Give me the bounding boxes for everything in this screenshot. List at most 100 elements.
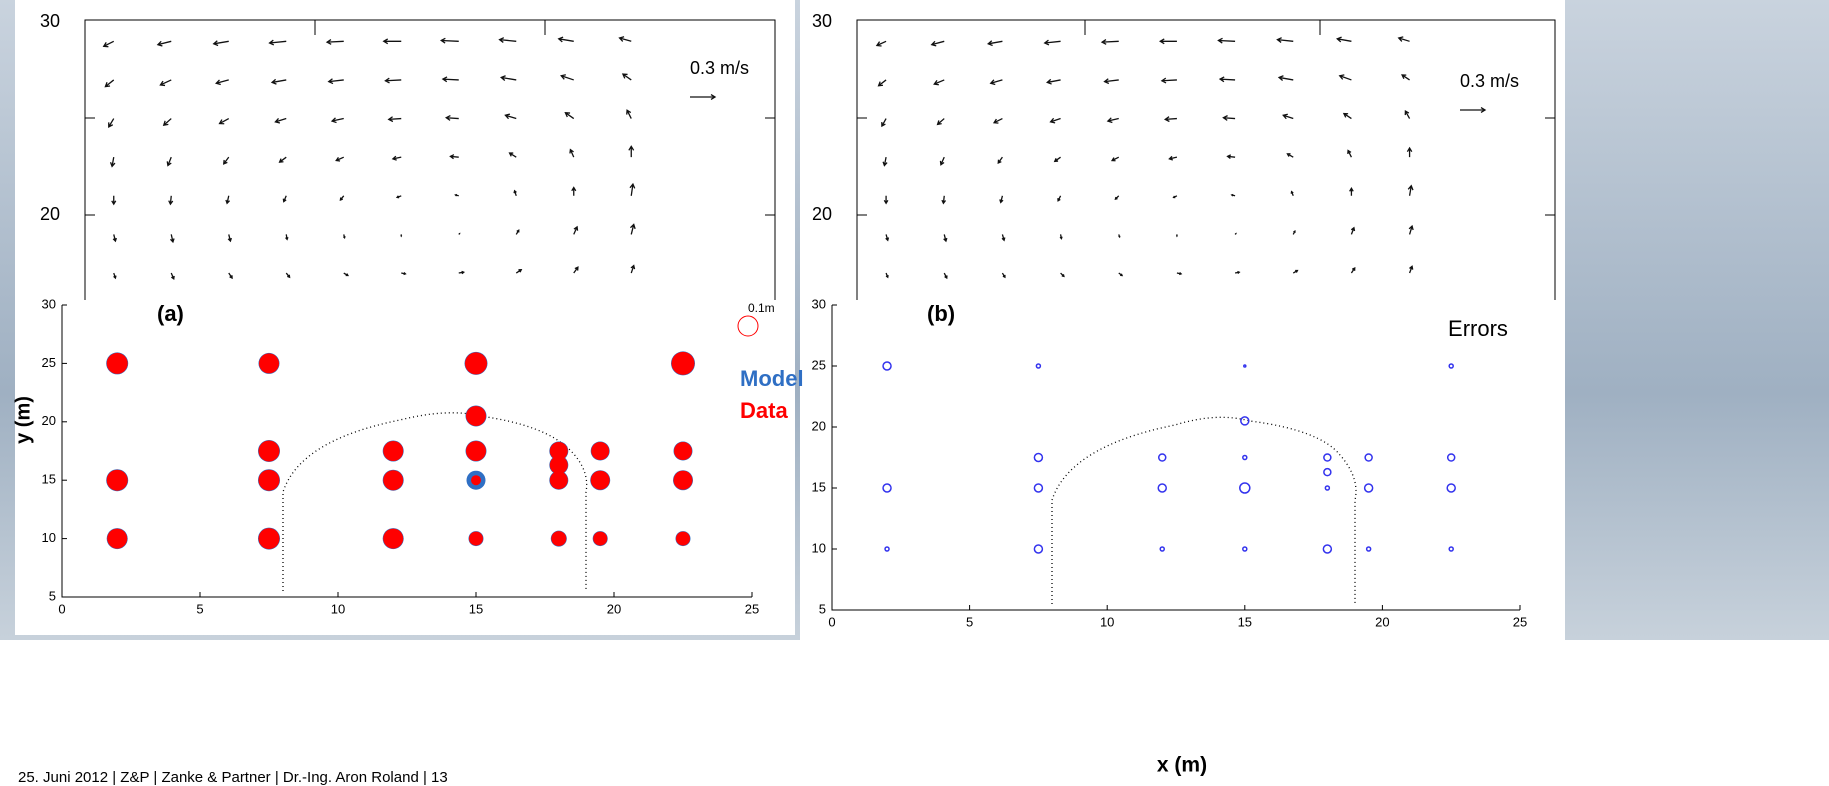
- axis-label: y (m): [12, 396, 34, 444]
- arrow: [270, 78, 287, 85]
- arrow: [166, 156, 172, 167]
- arrow: [335, 156, 345, 162]
- arrow: [504, 113, 517, 120]
- error-marker: [1323, 467, 1332, 477]
- bubble: [383, 470, 404, 491]
- arrow: [1397, 36, 1410, 42]
- arrow: [1049, 117, 1061, 124]
- arrow: [933, 79, 945, 86]
- panel: [800, 295, 1565, 640]
- error-marker: [1448, 546, 1454, 552]
- legend-label: Data: [740, 398, 788, 423]
- arrow: [1176, 272, 1183, 276]
- arrow: [1342, 112, 1352, 120]
- panel-label: (b): [927, 301, 955, 326]
- arrow: [875, 40, 887, 47]
- ref-label: 0.3 m/s: [690, 58, 749, 78]
- arrow: [439, 37, 459, 44]
- x-tick-label: 20: [1375, 614, 1389, 629]
- arrow: [327, 78, 344, 85]
- error-marker: [1159, 546, 1165, 552]
- bubble: [590, 470, 610, 490]
- arrow: [630, 264, 636, 274]
- bubble: [549, 456, 568, 475]
- arrow: [268, 39, 287, 46]
- arrow: [156, 40, 172, 47]
- chart-title: Errors: [1448, 316, 1508, 341]
- arrow: [112, 234, 117, 243]
- arrow: [458, 270, 465, 275]
- arrow: [449, 154, 459, 160]
- arrow: [1282, 113, 1294, 120]
- y-tick-label: 20: [42, 413, 56, 428]
- x-tick-label: 20: [607, 601, 621, 616]
- error-marker: [1239, 482, 1251, 494]
- panel: [800, 0, 1565, 300]
- arrow: [885, 272, 889, 279]
- arrow: [997, 156, 1003, 165]
- arrow: [573, 266, 579, 274]
- y-tick-label: 30: [42, 296, 56, 311]
- bubble: [107, 528, 128, 549]
- arrow: [515, 269, 523, 274]
- arrow: [936, 118, 945, 126]
- arrow: [227, 234, 232, 243]
- x-tick-label: 25: [745, 601, 759, 616]
- error-marker: [1446, 453, 1456, 462]
- bubble: [549, 471, 568, 490]
- y-tick-label: 15: [42, 472, 56, 487]
- arrow: [1292, 269, 1299, 274]
- bubble: [466, 405, 486, 426]
- arrow: [569, 148, 575, 158]
- arrow: [939, 156, 945, 166]
- y-tick-label: 5: [49, 588, 56, 603]
- arrow: [628, 145, 635, 158]
- error-marker: [1240, 416, 1250, 426]
- arrow: [104, 79, 115, 88]
- arrow: [102, 40, 115, 48]
- arrow: [560, 74, 574, 81]
- bubble: [383, 441, 404, 461]
- arrow: [395, 195, 402, 199]
- arrow: [1338, 74, 1352, 81]
- bubble: [673, 470, 693, 490]
- arrow: [618, 36, 632, 42]
- x-tick-label: 15: [1238, 614, 1252, 629]
- arrow: [458, 232, 461, 235]
- arrow: [621, 73, 632, 81]
- arrow: [339, 195, 345, 201]
- error-marker: [1033, 544, 1044, 554]
- arrow: [1110, 156, 1120, 162]
- arrow: [881, 118, 887, 128]
- arrow: [222, 156, 230, 165]
- frame: [84, 19, 776, 300]
- bubble: [465, 352, 487, 375]
- y-tick-label: 30: [812, 296, 826, 311]
- arrow: [1226, 154, 1236, 159]
- arrow: [629, 182, 636, 196]
- bubble: [471, 475, 481, 486]
- bubble: [674, 442, 692, 460]
- x-tick-label: 5: [966, 614, 973, 629]
- error-marker: [1157, 483, 1167, 493]
- arrow: [1347, 149, 1353, 158]
- legend-label: Model: [740, 366, 804, 391]
- arrow: [1001, 272, 1006, 279]
- arrow: [1060, 272, 1065, 278]
- bubble: [106, 469, 128, 491]
- error-marker: [1324, 485, 1331, 491]
- axis-label: x (m): [1157, 754, 1207, 777]
- arrow: [382, 38, 402, 45]
- arrow: [401, 272, 407, 276]
- arrow: [1218, 76, 1236, 83]
- arrow: [1292, 229, 1296, 235]
- y-tick-label: 25: [812, 357, 826, 372]
- arrow: [1106, 117, 1119, 124]
- arrow: [1276, 37, 1294, 43]
- arrow: [387, 116, 402, 123]
- arrow: [285, 272, 291, 279]
- y-tick-label: 10: [42, 530, 56, 545]
- arrow: [571, 186, 577, 196]
- arrow: [1053, 156, 1061, 163]
- arrow: [1114, 195, 1120, 201]
